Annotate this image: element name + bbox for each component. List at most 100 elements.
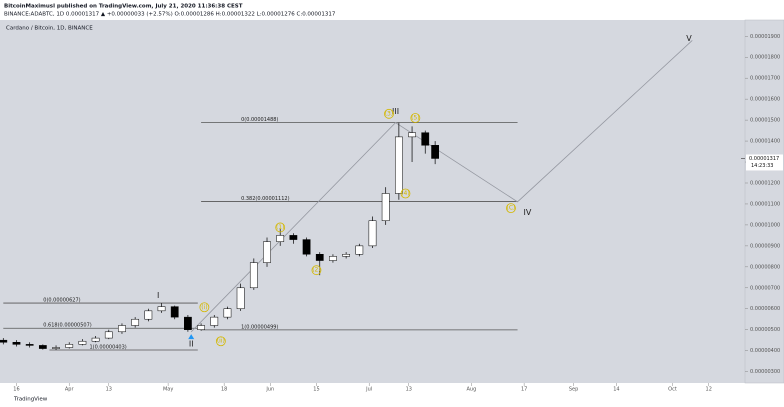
sub-wave-label: (i) xyxy=(201,304,207,311)
sub-wave-label: (2) xyxy=(312,267,321,274)
sub-wave-ring xyxy=(400,188,411,199)
candle-body xyxy=(329,256,337,261)
fib-level-label: 0.618(0.00000507) xyxy=(43,323,91,329)
last-price-label: 0.00001317 xyxy=(749,156,779,162)
y-tick-label: 0.00000900 xyxy=(750,243,780,249)
fib-level-label: 1(0.00000499) xyxy=(241,324,278,330)
sub-wave-ring xyxy=(506,203,516,214)
candle-body xyxy=(289,235,298,240)
candle-body xyxy=(25,344,34,346)
fib-level-label: 0(0.00001488) xyxy=(241,117,278,123)
candle-body xyxy=(368,220,377,247)
x-tick-label: 16 xyxy=(13,387,19,393)
y-tick-label: 0.00001200 xyxy=(750,180,780,186)
y-tick-label: 0.00000300 xyxy=(750,369,780,375)
footer-logo: TradingView xyxy=(13,397,48,403)
candle-body xyxy=(315,254,324,261)
countdown-label: 14:23:33 xyxy=(751,163,773,169)
y-tick-label: 0.00000400 xyxy=(750,348,780,354)
candle-body xyxy=(355,245,364,255)
candle-body xyxy=(210,316,219,326)
wave-label: V xyxy=(686,34,692,43)
y-tick-label: 0.00001900 xyxy=(750,34,780,40)
candle-body xyxy=(431,145,440,159)
y-tick-label: 0.00001700 xyxy=(750,76,780,82)
candle-body xyxy=(12,342,21,345)
x-tick-label: May xyxy=(163,387,173,393)
candle-body xyxy=(249,262,258,289)
candle-body xyxy=(131,318,140,326)
x-tick-label: 17 xyxy=(521,387,527,393)
fib-level-label: 0.382(0.00001112) xyxy=(241,196,289,202)
candle-body xyxy=(184,316,192,330)
x-tick-label: 12 xyxy=(706,387,712,393)
candle-body xyxy=(52,347,60,349)
y-tick-label: 0.00000800 xyxy=(750,264,780,270)
candle-body xyxy=(157,306,166,312)
candle-body xyxy=(408,132,416,138)
sub-wave-ring xyxy=(215,336,226,347)
chart-layer: 0.00000300 0.00000400 0.00000500 0.00000600… xyxy=(0,34,783,393)
y-tick-label: 0.00000600 xyxy=(750,306,780,312)
candle-body xyxy=(276,235,285,242)
x-tick-label: 14 xyxy=(613,387,619,393)
y-tick-label: 0.00001600 xyxy=(750,97,780,103)
wave-label: II xyxy=(189,340,194,349)
candle-body xyxy=(197,325,205,330)
candle-body xyxy=(302,239,311,255)
sub-wave-label: (1) xyxy=(276,224,285,231)
sub-wave-label: (4) xyxy=(401,190,410,197)
y-tick-label: 0.00001000 xyxy=(750,222,780,228)
candle-body xyxy=(381,193,390,221)
x-tick-label: 13 xyxy=(106,387,112,393)
x-tick-label: 13 xyxy=(406,387,412,393)
last-price-box xyxy=(746,154,783,171)
price-axis xyxy=(744,19,784,384)
candle-body xyxy=(78,340,87,345)
sub-wave-label: (C) xyxy=(507,205,516,212)
candle-body xyxy=(65,344,74,348)
x-tick-label: Apr xyxy=(65,387,75,393)
x-tick-label: Sep xyxy=(569,387,578,393)
sub-wave-ring xyxy=(199,302,210,313)
x-tick-label: 15 xyxy=(313,387,319,393)
fib-level-label: 0(0.00000627) xyxy=(43,298,80,304)
wave-projection xyxy=(190,40,693,333)
sub-wave-ring xyxy=(384,108,394,119)
candle-body xyxy=(91,337,100,342)
x-tick-label: Oct xyxy=(668,387,677,393)
candle-body xyxy=(342,254,351,257)
wave-label: I xyxy=(157,291,159,300)
y-tick-label: 0.00001100 xyxy=(750,201,780,207)
y-tick-label: 0.00001400 xyxy=(750,139,780,145)
y-tick-label: 0.00001500 xyxy=(750,118,780,124)
fib-level-label: 1(0.00000403) xyxy=(89,345,126,351)
sub-wave-ring xyxy=(311,265,322,276)
x-tick-label: Aug xyxy=(467,387,477,393)
y-tick-label: 0.00000500 xyxy=(750,327,780,333)
candle-body xyxy=(394,136,403,194)
candle-body xyxy=(144,310,153,320)
wave-label: IV xyxy=(524,208,532,217)
candle-body xyxy=(421,132,430,146)
y-tick-label: 0.00000700 xyxy=(750,285,780,291)
sub-wave-label: (3) xyxy=(385,110,394,117)
x-tick-label: 18 xyxy=(221,387,227,393)
candle-body xyxy=(263,241,271,263)
wave-label: III xyxy=(392,107,399,116)
candle-body xyxy=(118,325,126,333)
symbol-line: BINANCE:ADABTC, 1D 0.00001317 ▲ +0.00000… xyxy=(4,12,336,18)
candle-body xyxy=(104,331,113,339)
y-tick-label: 0.00001800 xyxy=(750,55,780,61)
chart-title: Cardano / Bitcoin, 1D, BINANCE xyxy=(6,26,93,32)
sub-wave-ring xyxy=(410,113,421,123)
candle-body xyxy=(38,345,47,349)
candle-body xyxy=(223,308,232,318)
signal-marker xyxy=(188,334,195,340)
candle-body xyxy=(236,287,245,309)
candle-body xyxy=(0,339,8,343)
sub-wave-ring xyxy=(275,222,286,233)
x-tick-label: Jun xyxy=(265,387,274,393)
x-tick-label: Jul xyxy=(365,387,372,393)
